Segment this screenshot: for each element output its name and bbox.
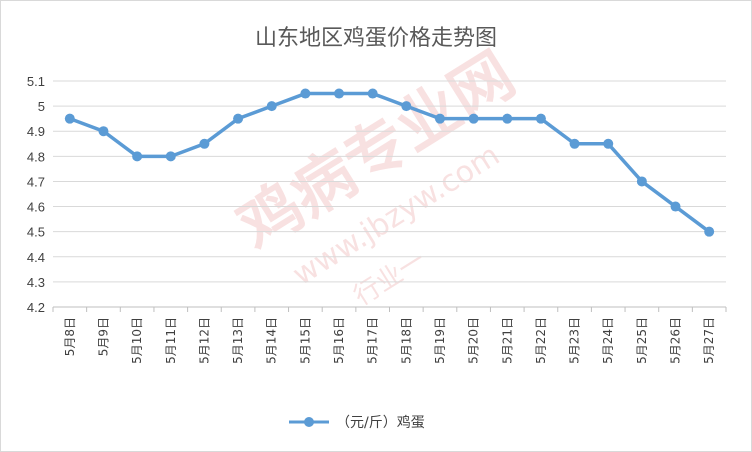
data-point — [334, 88, 345, 99]
data-point — [367, 88, 378, 99]
data-point — [64, 113, 75, 124]
data-point — [132, 151, 143, 162]
y-tick-label: 4.5 — [27, 225, 45, 240]
data-point — [300, 88, 311, 99]
x-tick-label: 5月19日 — [433, 317, 447, 364]
grid-lines — [53, 80, 726, 308]
y-tick-label: 4.6 — [27, 200, 45, 215]
x-tick-label: 5月25日 — [635, 317, 649, 364]
data-point — [636, 176, 647, 187]
chart-title: 山东地区鸡蛋价格走势图 — [255, 26, 497, 51]
data-point — [165, 151, 176, 162]
legend-label: （元/斤）鸡蛋 — [336, 414, 425, 431]
series-line — [69, 91, 711, 234]
y-tick-label: 4.2 — [27, 300, 45, 315]
x-tick-label: 5月17日 — [366, 317, 380, 364]
y-tick-label: 5 — [38, 99, 45, 114]
x-tick-label: 5月21日 — [500, 317, 514, 364]
x-tick-label: 5月10日 — [130, 317, 144, 364]
watermark: 鸡病专业网 www.jbzyw.com 行业一 — [225, 38, 527, 312]
data-point — [603, 138, 614, 149]
y-tick-label: 5.1 — [27, 74, 45, 89]
data-point — [468, 113, 479, 124]
data-point — [266, 101, 277, 112]
x-tick-label: 5月20日 — [467, 317, 481, 364]
legend-marker — [304, 417, 314, 427]
x-tick-label: 5月27日 — [702, 317, 716, 364]
x-tick-label: 5月9日 — [96, 317, 110, 356]
data-point — [704, 226, 715, 237]
data-point — [535, 113, 546, 124]
x-tick-label: 5月8日 — [63, 317, 77, 356]
x-tick-label: 5月22日 — [534, 317, 548, 364]
x-tick-label: 5月24日 — [601, 317, 615, 364]
data-point — [401, 101, 412, 112]
y-tick-label: 4.9 — [27, 124, 45, 139]
x-tick-label: 5月23日 — [568, 317, 582, 364]
y-tick-label: 4.4 — [27, 250, 45, 265]
x-tick-label: 5月13日 — [231, 317, 245, 364]
data-point — [199, 138, 210, 149]
legend: （元/斤）鸡蛋 — [289, 414, 425, 431]
series-layer — [64, 88, 715, 237]
data-point — [670, 201, 681, 212]
data-point — [233, 113, 244, 124]
x-tick-label: 5月18日 — [399, 317, 413, 364]
x-tick-label: 5月15日 — [298, 317, 312, 364]
data-point — [98, 126, 109, 137]
y-axis: 4.2 4.3 4.4 4.5 4.6 4.7 4.8 4.9 5 5.1 — [27, 74, 45, 315]
x-tick-label: 5月16日 — [332, 317, 346, 364]
x-tick-label: 5月12日 — [197, 317, 211, 364]
y-tick-label: 4.7 — [27, 174, 45, 189]
x-tick-label: 5月11日 — [164, 317, 178, 364]
x-axis: 5月8日 5月9日 5月10日 5月11日 5月12日 5月13日 5月14日 5月15日 5月… — [52, 306, 727, 364]
x-tick-label: 5月14日 — [265, 317, 279, 364]
y-tick-label: 4.3 — [27, 275, 45, 290]
data-point — [569, 138, 580, 149]
y-tick-label: 4.8 — [27, 149, 45, 164]
x-tick-label: 5月26日 — [669, 317, 683, 364]
data-point — [502, 113, 513, 124]
data-point — [434, 113, 445, 124]
